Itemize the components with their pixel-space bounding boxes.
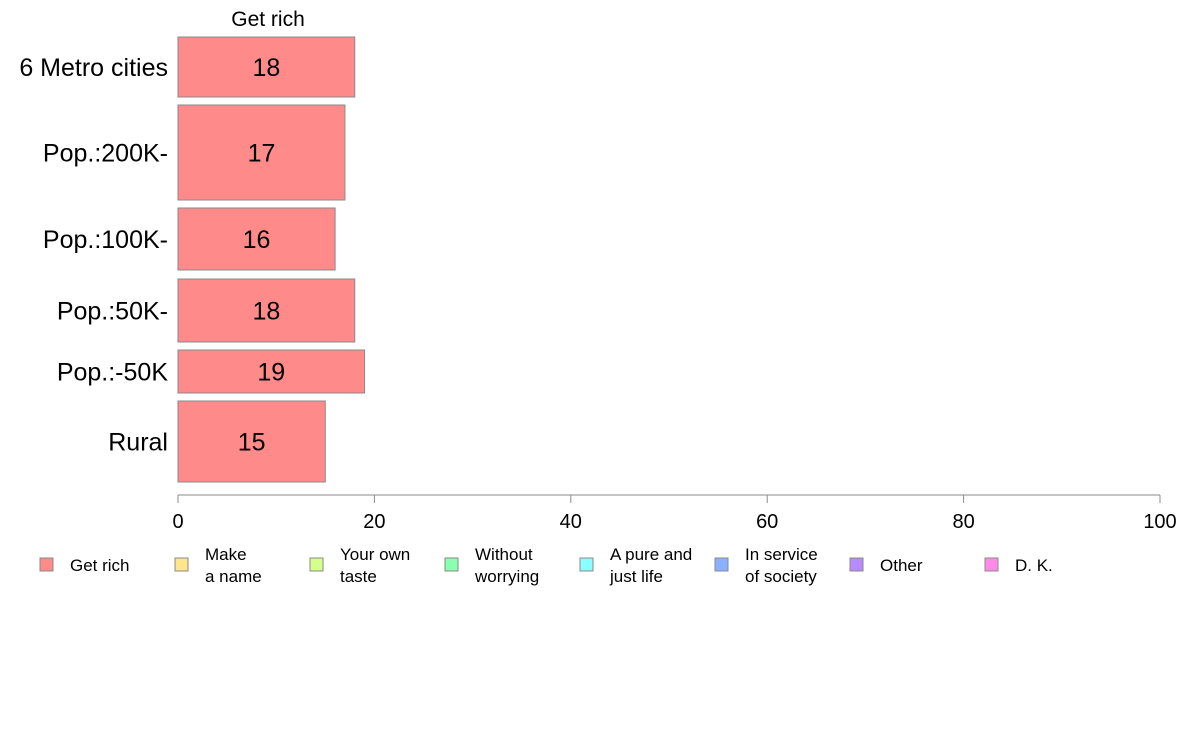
legend-swatch-4 (579, 557, 594, 572)
x-tick-label-2: 40 (560, 511, 582, 533)
bar-1 (177, 104, 346, 201)
x-tick-label-1: 20 (363, 511, 385, 533)
bar-value-label-3: 18 (252, 298, 280, 326)
category-label-0: 6 Metro cities (19, 54, 168, 82)
category-label-4: Pop.:-50K (57, 359, 169, 387)
category-label-5: Rural (108, 429, 168, 457)
bar-value-label-0: 18 (252, 54, 280, 82)
bar-3 (177, 278, 356, 343)
category-label-1: Pop.:200K- (43, 140, 168, 168)
category-label-2: Pop.:100K- (43, 226, 168, 254)
bar-value-label-1: 17 (248, 140, 276, 168)
bar-value-label-4: 19 (257, 359, 285, 387)
x-tick-label-3: 60 (756, 511, 778, 533)
legend-label-7: D. K. (1015, 556, 1053, 575)
bars-layer: 18 6 Metro cities 17 Pop.:200K- 16 Pop.:100K-… (19, 36, 366, 483)
legend-swatch-0 (39, 557, 54, 572)
legend-swatch-6 (849, 557, 864, 572)
legend-swatch-2 (309, 557, 324, 572)
legend-label-0: Get rich (70, 556, 130, 575)
bar-0 (177, 36, 356, 98)
legend-label-6: Other (880, 556, 923, 575)
legend-swatch-7 (984, 557, 999, 572)
bar-value-label-2: 16 (243, 226, 271, 254)
legend-label-5: In service of society (745, 545, 818, 586)
x-tick-label-5: 100 (1143, 511, 1176, 533)
legend-label-3: Without worrying (474, 545, 539, 586)
category-label-3: Pop.:50K- (57, 298, 168, 326)
x-tick-label-0: 0 (172, 511, 183, 533)
bar-5 (177, 400, 326, 483)
bar-4 (177, 349, 366, 394)
bar-2 (177, 207, 336, 271)
x-axis: 0 20 40 60 80 100 (172, 494, 1177, 533)
legend-swatch-3 (444, 557, 459, 572)
column-title: Get rich (231, 8, 305, 31)
legend: Get rich Make a name Your own taste Without wo… (39, 545, 1053, 586)
legend-label-2: Your own taste (340, 545, 410, 586)
legend-swatch-1 (174, 557, 189, 572)
legend-label-4: A pure and just life (609, 545, 692, 586)
x-tick-label-4: 80 (952, 511, 974, 533)
bar-value-label-5: 15 (238, 429, 266, 457)
legend-label-1: Make a name (205, 545, 262, 586)
legend-swatch-5 (714, 557, 729, 572)
